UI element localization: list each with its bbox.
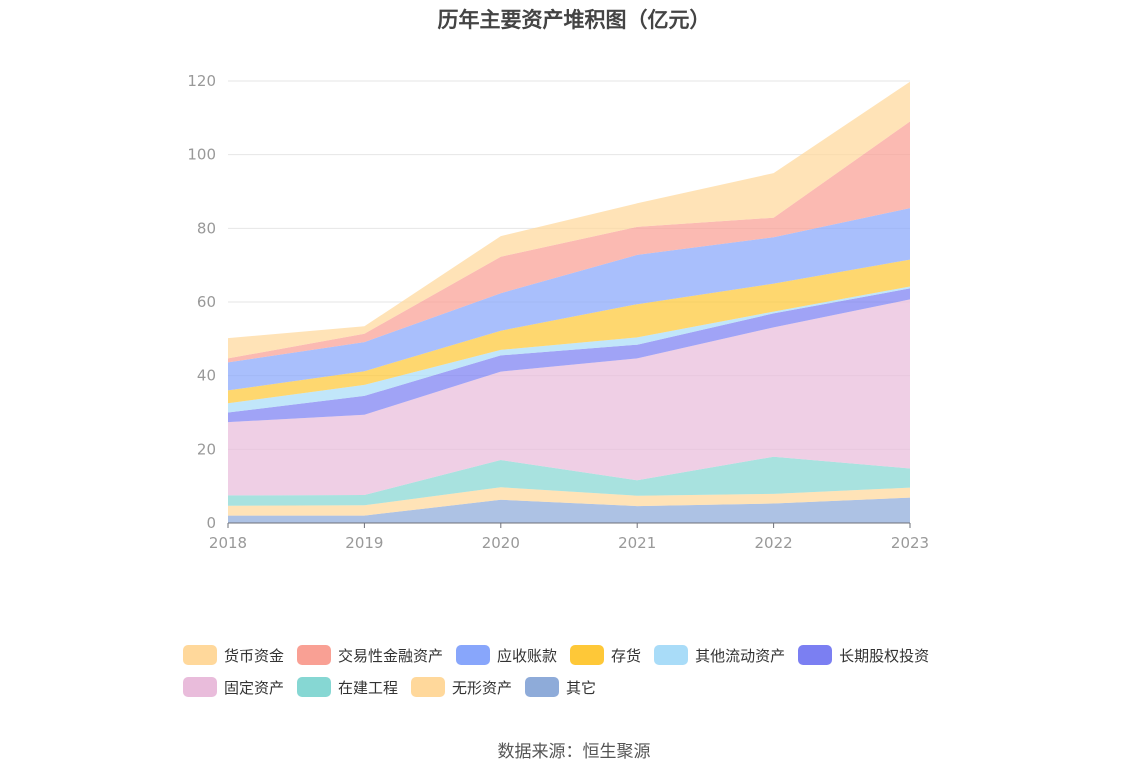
y-tick-label: 20 bbox=[197, 440, 216, 458]
legend-swatch bbox=[183, 645, 217, 665]
legend-label: 应收账款 bbox=[497, 646, 558, 665]
legend-label: 在建工程 bbox=[338, 678, 399, 697]
area-0[interactable] bbox=[228, 497, 910, 523]
axes bbox=[227, 522, 911, 528]
x-tick-label: 2022 bbox=[755, 534, 793, 552]
legend-item[interactable]: 固定资产 bbox=[183, 677, 284, 698]
chart-title: 历年主要资产堆积图（亿元） bbox=[437, 8, 711, 32]
legend-item[interactable]: 无形资产 bbox=[411, 677, 512, 698]
y-tick-label: 80 bbox=[197, 219, 216, 237]
legend-item[interactable]: 其它 bbox=[525, 677, 596, 698]
legend-row: 固定资产 在建工程 无形资产 其它 bbox=[183, 671, 1003, 703]
x-tick-label: 2021 bbox=[618, 534, 656, 552]
area-5[interactable] bbox=[228, 286, 910, 413]
legend-swatch bbox=[570, 645, 605, 665]
legend-item[interactable]: 存货 bbox=[570, 645, 641, 666]
legend-label: 交易性金融资产 bbox=[338, 646, 444, 665]
legend-swatch bbox=[183, 677, 217, 697]
x-tick-label: 2018 bbox=[209, 534, 247, 552]
area-series bbox=[228, 81, 910, 523]
legend-swatch bbox=[297, 645, 332, 665]
area-2[interactable] bbox=[228, 456, 910, 506]
legend-label: 长期股权投资 bbox=[839, 646, 930, 665]
legend-item[interactable]: 交易性金融资产 bbox=[297, 645, 443, 666]
legend-swatch bbox=[297, 677, 332, 697]
x-tick-label: 2023 bbox=[891, 534, 929, 552]
legend: 货币资金 交易性金融资产 应收账款 存货 其他流动资产 长期股权投资 固定资产 在建工程 无形… bbox=[183, 639, 1003, 703]
legend-label: 其它 bbox=[566, 678, 597, 697]
legend-swatch bbox=[456, 645, 491, 665]
legend-swatch bbox=[654, 645, 689, 665]
area-1[interactable] bbox=[228, 487, 910, 516]
x-tick-label: 2020 bbox=[482, 534, 520, 552]
area-9[interactable] bbox=[228, 81, 910, 359]
area-7[interactable] bbox=[228, 208, 910, 391]
legend-label: 货币资金 bbox=[224, 646, 285, 665]
y-tick-label: 120 bbox=[187, 72, 216, 90]
area-6[interactable] bbox=[228, 259, 910, 404]
legend-label: 无形资产 bbox=[452, 678, 513, 697]
area-4[interactable] bbox=[228, 288, 910, 423]
area-8[interactable] bbox=[228, 121, 910, 363]
y-tick-label: 100 bbox=[187, 146, 216, 164]
legend-label: 存货 bbox=[611, 646, 642, 665]
area-3[interactable] bbox=[228, 299, 910, 496]
legend-swatch bbox=[798, 645, 833, 665]
x-tick-label: 2019 bbox=[345, 534, 383, 552]
legend-item[interactable]: 在建工程 bbox=[297, 677, 398, 698]
legend-swatch bbox=[525, 677, 560, 697]
legend-row: 货币资金 交易性金融资产 应收账款 存货 其他流动资产 长期股权投资 bbox=[183, 639, 1003, 671]
y-tick-label: 60 bbox=[197, 293, 216, 311]
legend-item[interactable]: 其他流动资产 bbox=[654, 645, 785, 666]
legend-item[interactable]: 长期股权投资 bbox=[798, 645, 929, 666]
legend-item[interactable]: 货币资金 bbox=[183, 645, 284, 666]
y-axis-tick-labels: 0 20 40 60 80 100 120 bbox=[187, 72, 216, 532]
legend-label: 固定资产 bbox=[224, 678, 285, 697]
legend-swatch bbox=[411, 677, 446, 697]
x-axis-tick-labels: 2018 2019 2020 2021 2022 2023 bbox=[209, 534, 929, 552]
data-source: 数据来源：恒生聚源 bbox=[497, 742, 651, 762]
y-tick-label: 0 bbox=[206, 514, 216, 532]
y-tick-label: 40 bbox=[197, 367, 216, 385]
legend-label: 其他流动资产 bbox=[695, 646, 786, 665]
legend-item[interactable]: 应收账款 bbox=[456, 645, 557, 666]
